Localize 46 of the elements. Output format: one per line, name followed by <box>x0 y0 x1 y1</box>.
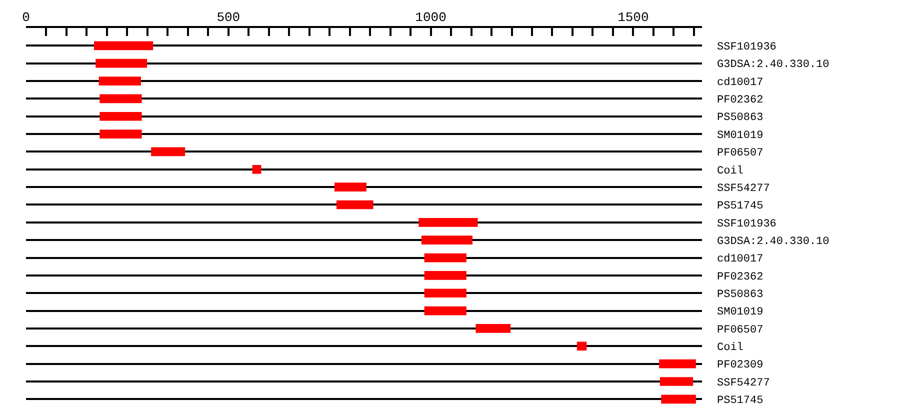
y-tick-label: PF06507 <box>717 148 764 160</box>
bar <box>424 306 466 316</box>
y-tick-label: PS51745 <box>717 395 764 408</box>
y-tick-label: PF02309 <box>717 360 764 372</box>
y-tick-label: PS50863 <box>717 288 764 301</box>
x-tick-label: 1000 <box>415 10 446 25</box>
bar <box>151 147 186 156</box>
bar <box>659 359 696 368</box>
y-tick-label: cd10017 <box>717 76 764 89</box>
y-tick-label: cd10017 <box>717 254 764 266</box>
y-tick-label: Coil <box>717 165 744 178</box>
x-tick-label: 1500 <box>618 10 649 25</box>
bar <box>96 58 148 68</box>
bar <box>98 76 141 86</box>
y-tick-label: PF06507 <box>717 324 764 336</box>
y-tick-label: PS51745 <box>717 200 764 213</box>
bar <box>421 236 472 245</box>
bar <box>661 394 696 404</box>
bar <box>94 41 154 50</box>
bar <box>424 271 466 280</box>
bar <box>476 324 511 333</box>
bar <box>424 253 466 262</box>
y-tick-label: PF02362 <box>717 271 764 284</box>
bar <box>424 288 466 298</box>
bar <box>252 164 262 174</box>
bar <box>660 377 694 386</box>
y-tick-label: PS50863 <box>717 112 764 124</box>
x-tick-label: 0 <box>22 10 30 25</box>
y-tick-label: SSF54277 <box>717 377 770 390</box>
bar <box>100 94 142 104</box>
y-tick-label: Coil <box>717 342 744 354</box>
y-tick-label: SSF54277 <box>717 182 770 195</box>
bar <box>334 182 366 192</box>
y-tick-label: SM01019 <box>717 306 764 319</box>
y-tick-label: SM01019 <box>717 130 764 142</box>
bar <box>418 218 478 227</box>
y-tick-label: G3DSA:2.40.330.10 <box>717 59 830 72</box>
y-tick-label: PF02362 <box>717 94 764 107</box>
y-tick-label: G3DSA:2.40.330.10 <box>717 236 830 248</box>
bar <box>100 130 142 138</box>
y-tick-label: SSF101936 <box>717 218 776 230</box>
y-tick-label: SSF101936 <box>717 42 776 54</box>
bar <box>576 342 587 351</box>
bar <box>100 112 142 121</box>
bar <box>336 200 374 210</box>
x-tick-label: 500 <box>216 10 240 25</box>
